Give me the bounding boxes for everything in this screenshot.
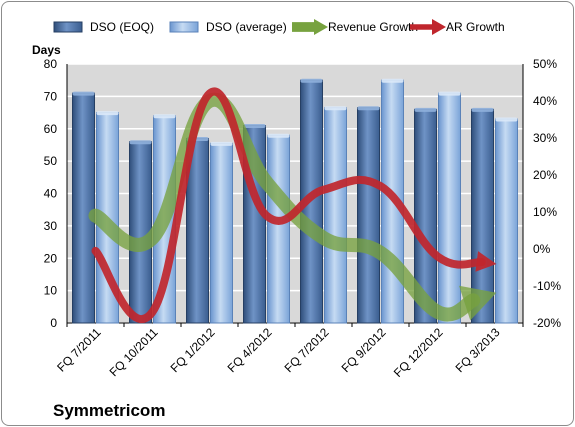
bar-cap-dso-average-7 <box>438 91 461 96</box>
legend-swatch-dso-average <box>169 21 199 33</box>
legend-label-dso-eoq: DSO (EOQ) <box>90 20 154 34</box>
bar-cap-dso-eoq-2 <box>129 140 152 145</box>
x-tick-label: FQ 7/2012 <box>282 325 332 375</box>
y2-axis-ticks: -20% -10% 0% 10% 20% 30% 40% 50% <box>533 57 561 330</box>
bar-dso-average-5 <box>324 107 347 324</box>
bar-dso-average-8 <box>495 118 518 324</box>
bar-dso-average-4 <box>267 134 290 324</box>
y-tick-label: 60 <box>44 122 58 136</box>
bar-cap-dso-average-6 <box>381 78 404 83</box>
legend-arrow-revenue-growth <box>314 19 328 35</box>
y2-tick-label: 20% <box>533 168 557 182</box>
bar-cap-dso-average-5 <box>324 106 347 111</box>
legend-swatch-dso-eoq <box>53 21 83 33</box>
legend-arrow-ar-growth <box>432 19 446 35</box>
line-ar-growth <box>91 87 486 323</box>
legend: DSO (EOQ) DSO (average) Revenue Growth AR G… <box>53 19 505 35</box>
legend-label-revenue-growth: Revenue Growth <box>328 20 418 34</box>
bar-cap-dso-eoq-8 <box>471 107 494 112</box>
x-tick-label: FQ 10/2011 <box>107 325 161 379</box>
y2-tick-label: 30% <box>533 131 557 145</box>
bar-cap-dso-average-4 <box>267 133 290 138</box>
bar-dso-eoq-6 <box>357 107 380 324</box>
arrowhead-ar-growth <box>475 251 497 272</box>
arrowhead-revenue-growth <box>459 285 497 321</box>
bar-cap-dso-average-3 <box>210 141 233 146</box>
y2-tick-label: -10% <box>533 279 561 293</box>
y-tick-label: 50 <box>44 154 58 168</box>
bar-cap-dso-eoq-5 <box>300 78 323 83</box>
x-tick-label: FQ 3/2013 <box>453 325 503 375</box>
y-tick-label: 0 <box>50 316 57 330</box>
y2-tick-label: 0% <box>533 242 551 256</box>
y2-tick-label: 10% <box>533 205 557 219</box>
y2-tick-label: 50% <box>533 57 557 71</box>
x-tick-label: FQ 12/2012 <box>391 325 446 380</box>
x-tick-label: FQ 4/2012 <box>225 325 275 375</box>
bar-cap-dso-eoq-1 <box>72 91 95 96</box>
x-tick-label: FQ 1/2012 <box>168 325 218 375</box>
bar-cap-dso-eoq-7 <box>414 107 437 112</box>
lines-group <box>88 87 497 323</box>
y-axis-ticks: 0 10 20 30 40 50 60 70 80 <box>44 57 58 330</box>
bar-dso-average-7 <box>438 92 461 324</box>
bar-dso-average-3 <box>210 142 233 324</box>
y-tick-label: 10 <box>44 284 58 298</box>
bar-cap-dso-average-8 <box>495 117 518 122</box>
x-axis-ticks: FQ 7/2011 FQ 10/2011 FQ 1/2012 FQ 4/2012 FQ … <box>54 325 503 380</box>
y-tick-label: 30 <box>44 219 58 233</box>
y2-tick-label: 40% <box>533 94 557 108</box>
y-tick-label: 20 <box>44 251 58 265</box>
y-tick-label: 70 <box>44 89 58 103</box>
bar-cap-dso-average-2 <box>153 114 176 119</box>
y2-tick-label: -20% <box>533 316 561 330</box>
y-axis-title: Days <box>32 43 61 57</box>
y-tick-label: 80 <box>44 57 58 71</box>
bar-cap-dso-eoq-6 <box>357 106 380 111</box>
legend-label-ar-growth: AR Growth <box>446 20 505 34</box>
bar-cap-dso-average-1 <box>96 111 119 116</box>
bar-cap-dso-eoq-4 <box>243 124 266 129</box>
x-tick-label: FQ 7/2011 <box>54 325 104 375</box>
line-revenue-growth <box>88 92 481 322</box>
bar-dso-eoq-1 <box>72 92 95 324</box>
legend-label-dso-average: DSO (average) <box>206 20 287 34</box>
company-name: Symmetricom <box>53 401 165 420</box>
y-tick-label: 40 <box>44 187 58 201</box>
x-tick-label: FQ 9/2012 <box>339 325 389 375</box>
